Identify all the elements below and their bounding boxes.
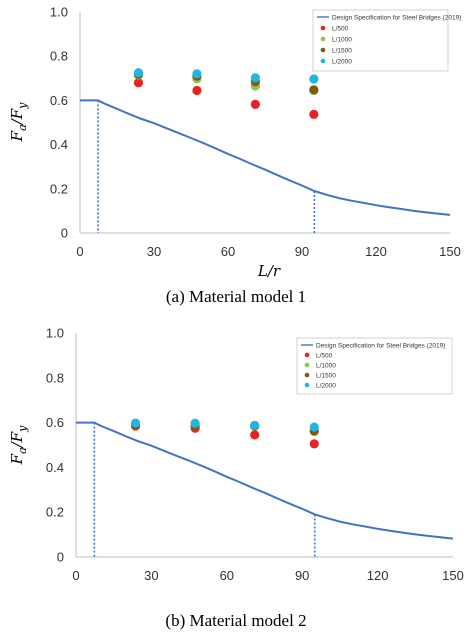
chart-panel-a: 0 0.2 0.4 0.6 0.8 1.0 0 30 60 90 120 150 L/r Fa/Fy Des…	[8, 5, 461, 307]
x-tick-label: 150	[439, 244, 461, 259]
x-tick-label: 30	[147, 244, 161, 259]
point-l-2000	[309, 422, 319, 432]
legend: Design Specification for Steel Bridges (…	[312, 9, 461, 72]
point-l-2000	[192, 69, 202, 79]
point-l-500	[133, 78, 144, 88]
point-l-2000	[133, 68, 144, 78]
legend-label: L/1000	[316, 362, 336, 369]
y-tick-label: 0	[57, 550, 64, 565]
y-tick-label: 0.4	[46, 460, 64, 475]
y-axis-label: Fa/Fy	[8, 425, 29, 465]
point-l-2000	[130, 418, 141, 428]
figure-caption: (b) Material model 2	[165, 611, 306, 630]
legend: Design Specification for Steel Bridges (…	[296, 337, 453, 395]
point-l-500	[192, 85, 202, 96]
y-tick-label: 1.0	[46, 326, 64, 341]
legend-label: L/500	[316, 352, 333, 359]
legend-marker-swatch	[304, 352, 310, 358]
x-tick-label: 0	[76, 244, 83, 259]
legend-label: L/1500	[332, 47, 352, 54]
legend-box	[312, 9, 449, 72]
legend-marker-swatch	[304, 382, 310, 388]
x-tick-label: 0	[72, 568, 79, 583]
y-tick-label: 0.4	[50, 137, 68, 152]
x-tick-label: 30	[144, 568, 158, 583]
point-l-2000	[250, 420, 260, 430]
x-axis-label: L/r	[257, 262, 281, 280]
legend-label: L/1000	[332, 36, 352, 43]
legend-box	[296, 337, 453, 395]
x-tick-label: 90	[295, 568, 309, 583]
y-tick-label: 0.8	[46, 370, 64, 385]
figure-caption: (a) Material model 1	[166, 287, 306, 306]
chart-panel-b: 0 0.2 0.4 0.6 0.8 1.0 0 30 60 90 120 150 Fa/Fy Design…	[8, 326, 464, 631]
x-tick-label: 60	[220, 568, 234, 583]
legend-marker-swatch	[320, 36, 326, 42]
y-tick-label: 0.2	[46, 505, 64, 520]
point-l-500	[309, 109, 319, 119]
design-spec-curve	[80, 99, 451, 216]
point-l-500	[250, 430, 260, 440]
y-tick-label: 0.2	[50, 181, 68, 196]
x-tick-label: 60	[221, 244, 235, 259]
x-tick-label: 120	[367, 568, 389, 583]
x-tick-label: 150	[442, 568, 464, 583]
legend-marker-swatch	[320, 25, 326, 31]
legend-marker-swatch	[304, 372, 310, 378]
legend-label: Design Specification for Steel Bridges (…	[316, 342, 445, 349]
legend-label: L/2000	[332, 58, 352, 65]
y-tick-label: 1.0	[50, 5, 68, 20]
y-tick-label: 0.6	[46, 415, 64, 430]
point-l-500	[250, 99, 260, 109]
point-l-1500	[309, 85, 319, 95]
y-tick-label: 0.8	[50, 49, 68, 64]
point-l-2000	[309, 74, 319, 84]
y-axis-label: Fa/Fy	[8, 102, 29, 142]
x-tick-label: 120	[365, 244, 387, 259]
legend-label: Design Specification for Steel Bridges (…	[332, 14, 461, 21]
point-l-2000	[190, 418, 200, 428]
legend-label: L/2000	[316, 382, 336, 389]
legend-marker-swatch	[304, 362, 310, 368]
legend-marker-swatch	[320, 58, 326, 64]
y-tick-label: 0	[61, 226, 68, 241]
design-spec-curve	[76, 421, 454, 540]
point-l-2000	[250, 73, 260, 83]
point-l-500	[309, 439, 319, 449]
x-tick-label: 90	[295, 244, 309, 259]
legend-label: L/1500	[316, 372, 336, 379]
legend-marker-swatch	[320, 47, 326, 53]
y-tick-label: 0.6	[50, 93, 68, 108]
legend-label: L/500	[332, 25, 349, 32]
